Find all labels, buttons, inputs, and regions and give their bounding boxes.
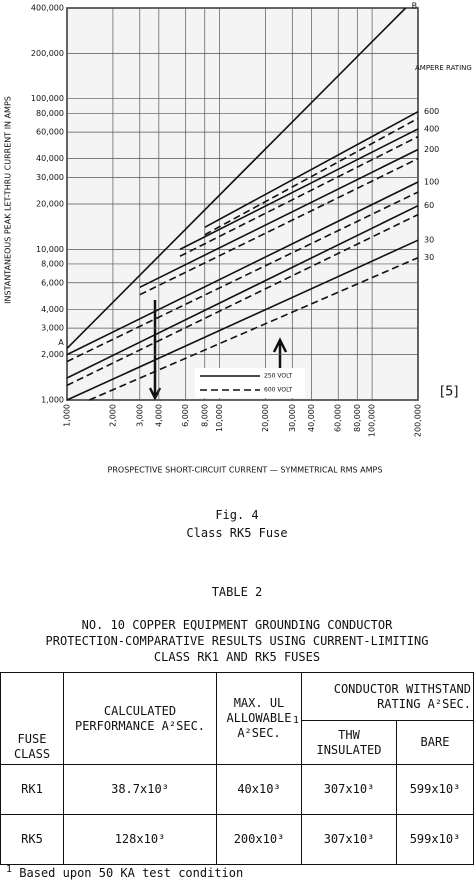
series-line (204, 117, 419, 236)
series-line (66, 204, 419, 379)
side-note: [5] (440, 385, 458, 400)
rating-title: AMPERE RATING (415, 64, 472, 72)
series-line (179, 128, 419, 251)
series-label: 60 (424, 201, 434, 210)
series-label: 600 (424, 107, 439, 116)
y-tick-label: 20,000 (36, 200, 64, 209)
header-cell: CALCULATED PERFORMANCE A²SEC. (63, 672, 217, 765)
footnote-mark: 1 (6, 864, 13, 875)
x-tick-label: 100,000 (368, 404, 377, 437)
y-tick-label: 3,000 (41, 324, 64, 333)
header-cell: CONDUCTOR WITHSTAND RATING A²SEC. (301, 672, 474, 721)
series-line (66, 239, 419, 401)
results-table: FUSE CLASS CALCULATED PERFORMANCE A²SEC.… (0, 672, 474, 865)
table-cell: 40x10³ (216, 764, 302, 815)
table-row: RK5 128x10³ 200x10³ 307x10³ 599x10³ (0, 814, 474, 865)
x-tick-label: 200,000 (414, 404, 423, 437)
series-label: B (412, 2, 418, 11)
table-cell: 38.7x10³ (63, 764, 217, 815)
table-cell: RK5 (0, 814, 64, 865)
series-line (179, 135, 419, 257)
table-label: TABLE 2 (211, 585, 263, 599)
table-row: RK1 38.7x10³ 40x10³ 307x10³ 599x10³ (0, 764, 474, 815)
series-line (139, 148, 419, 289)
series-label: 100 (424, 177, 439, 186)
x-tick-label: 30,000 (288, 404, 297, 432)
header-cell: FUSE CLASS (0, 672, 64, 765)
header-text: MAX. UL ALLOWABLE A²SEC. (226, 696, 292, 740)
legend-box (195, 368, 305, 398)
y-tick-label: 2,000 (41, 350, 64, 359)
x-tick-label: 6,000 (181, 404, 190, 427)
footnote-ref: 1 (292, 715, 299, 726)
series-line (66, 191, 419, 363)
y-tick-label: 60,000 (36, 128, 64, 137)
series-line (66, 213, 419, 387)
y-tick-label: 100,000 (31, 94, 64, 103)
x-tick-label: 3,000 (135, 404, 144, 427)
series-label: 30 (424, 253, 434, 262)
y-tick-label: 80,000 (36, 109, 64, 118)
series-line (66, 181, 419, 356)
series-label: 200 (424, 145, 439, 154)
x-tick-label: 20,000 (261, 404, 270, 432)
y-tick-label: 1,000 (41, 396, 64, 405)
fig-number: Fig. 4 (215, 508, 259, 522)
series-label: 30 (424, 236, 434, 245)
table-cell: 200x10³ (216, 814, 302, 865)
y-tick-label: 200,000 (31, 49, 64, 58)
header-cell: BARE (396, 720, 474, 765)
series-line (204, 110, 419, 229)
table-cell: 599x10³ (396, 814, 474, 865)
x-tick-label: 40,000 (307, 404, 316, 432)
x-axis-title: PROSPECTIVE SHORT-CIRCUIT CURRENT — SYMM… (108, 466, 383, 475)
footnote-text: Based upon 50 KA test condition (19, 866, 244, 880)
table-cell: 307x10³ (301, 764, 397, 815)
x-tick-label: 60,000 (334, 404, 343, 432)
legend-label: 250 VOLT (264, 373, 293, 380)
table-title-line: PROTECTION-COMPARATIVE RESULTS USING CUR… (45, 634, 429, 648)
series-label: A (58, 338, 64, 347)
y-tick-label: 10,000 (36, 245, 64, 254)
series-line (139, 157, 419, 296)
y-tick-label: 400,000 (31, 4, 64, 13)
chart: INSTANTANEOUS PEAK LET-THRU CURRENT IN A… (4, 2, 472, 475)
x-tick-label: 80,000 (353, 404, 362, 432)
x-tick-label: 10,000 (215, 404, 224, 432)
table-cell: 307x10³ (301, 814, 397, 865)
footnote: 1 Based upon 50 KA test condition (6, 864, 243, 880)
y-tick-label: 40,000 (36, 154, 64, 163)
table-cell: 128x10³ (63, 814, 217, 865)
legend-label: 600 VOLT (264, 387, 293, 394)
header-cell: THW INSULATED (301, 720, 397, 765)
series-label: 400 (424, 124, 439, 133)
table-cell: 599x10³ (396, 764, 474, 815)
header-cell: MAX. UL ALLOWABLE A²SEC. 1 (216, 672, 302, 765)
arrows (148, 300, 288, 401)
table-cell: RK1 (0, 764, 64, 815)
x-tick-label: 4,000 (154, 404, 163, 427)
table-title-line: NO. 10 COPPER EQUIPMENT GROUNDING CONDUC… (81, 618, 393, 632)
fig-caption: Class RK5 Fuse (186, 526, 288, 540)
y-tick-label: 6,000 (41, 278, 64, 287)
y-tick-label: 30,000 (36, 173, 64, 182)
table-title-line: CLASS RK1 AND RK5 FUSES (153, 650, 321, 664)
x-tick-label: 1,000 (63, 404, 72, 427)
series-line (88, 256, 419, 401)
y-tick-label: 8,000 (41, 259, 64, 268)
y-tick-label: 4,000 (41, 305, 64, 314)
x-tick-label: 8,000 (200, 404, 209, 427)
series-line (66, 7, 407, 349)
x-tick-label: 2,000 (108, 404, 117, 427)
y-axis-title: INSTANTANEOUS PEAK LET-THRU CURRENT IN A… (4, 96, 13, 304)
